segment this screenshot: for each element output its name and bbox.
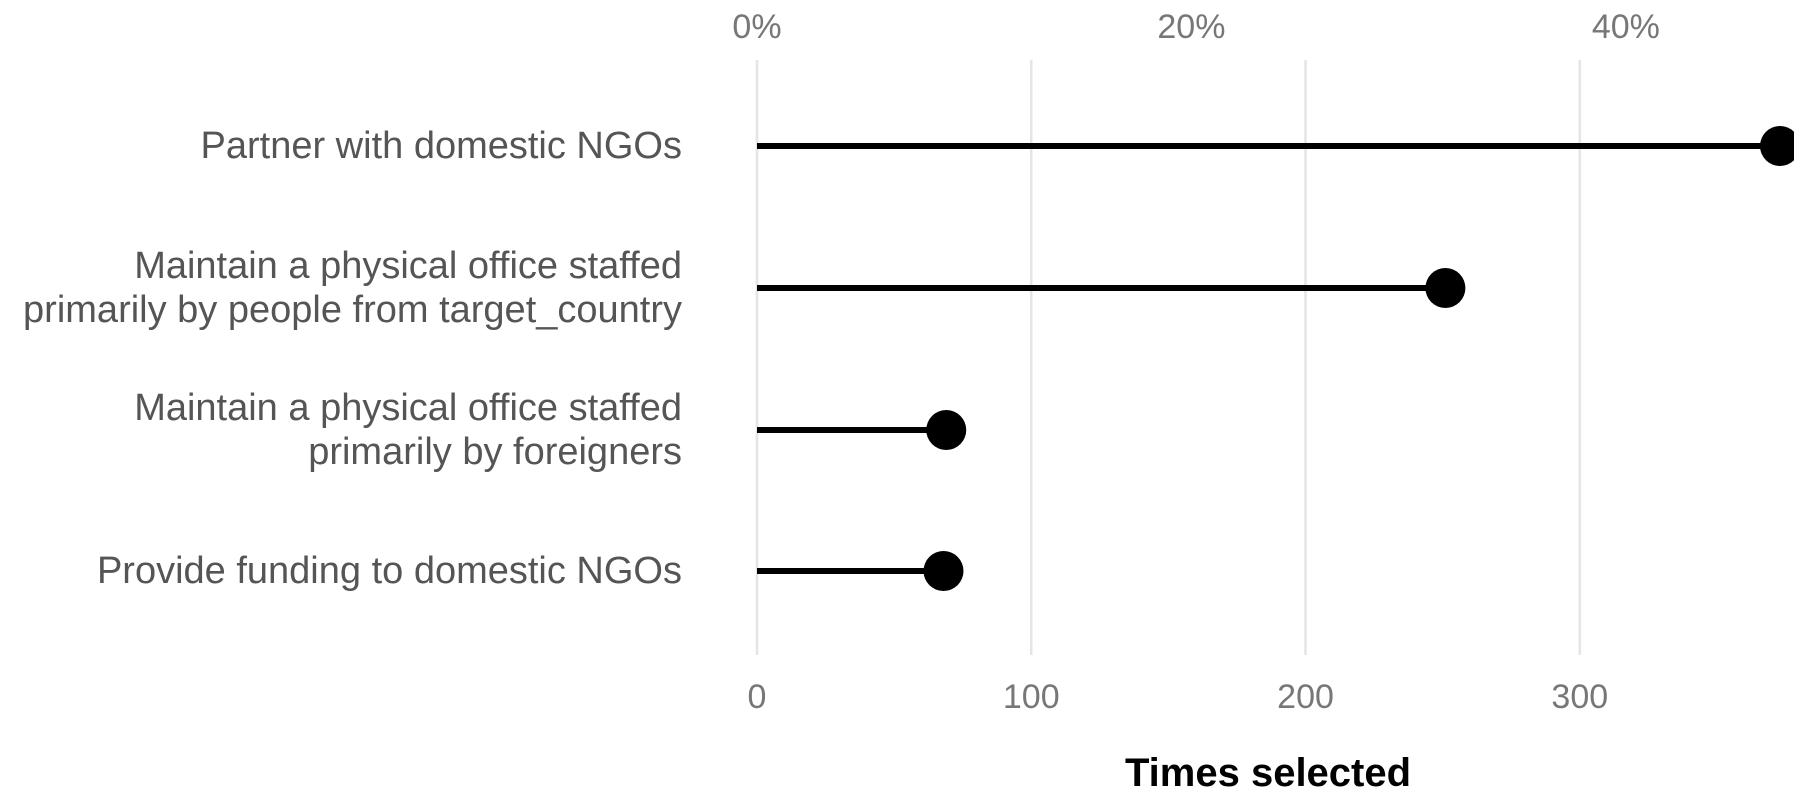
lollipop-dot	[926, 410, 967, 450]
category-label: Partner with domestic NGOs	[201, 125, 682, 167]
category-label: primarily by people from target_country	[23, 289, 682, 331]
lollipop-dot	[1760, 126, 1794, 166]
x-tick-label: 0	[748, 678, 767, 716]
lollipop-dot	[1425, 268, 1466, 308]
top-percent-tick-label: 0%	[732, 8, 781, 46]
x-axis-title: Times selected	[1125, 751, 1411, 793]
top-percent-tick-label: 40%	[1592, 8, 1660, 46]
grid-layer	[755, 60, 1582, 655]
x-tick-label: 100	[1003, 678, 1060, 716]
category-label: Maintain a physical office staffed	[134, 245, 682, 287]
category-label: Provide funding to domestic NGOs	[97, 550, 682, 592]
top-percent-axis: 0% 20% 40%	[732, 8, 1659, 46]
x-tick-label: 300	[1551, 678, 1608, 716]
lollipop-dot	[923, 551, 964, 591]
top-percent-tick-label: 20%	[1157, 8, 1225, 46]
category-label: Maintain a physical office staffed	[134, 387, 682, 429]
marks-layer	[757, 126, 1794, 591]
category-label: primarily by foreigners	[308, 431, 682, 473]
x-tick-label: 200	[1277, 678, 1334, 716]
category-labels: Partner with domestic NGOs Maintain a phy…	[23, 125, 682, 592]
bottom-count-axis: 0 100 200 300	[748, 678, 1609, 716]
